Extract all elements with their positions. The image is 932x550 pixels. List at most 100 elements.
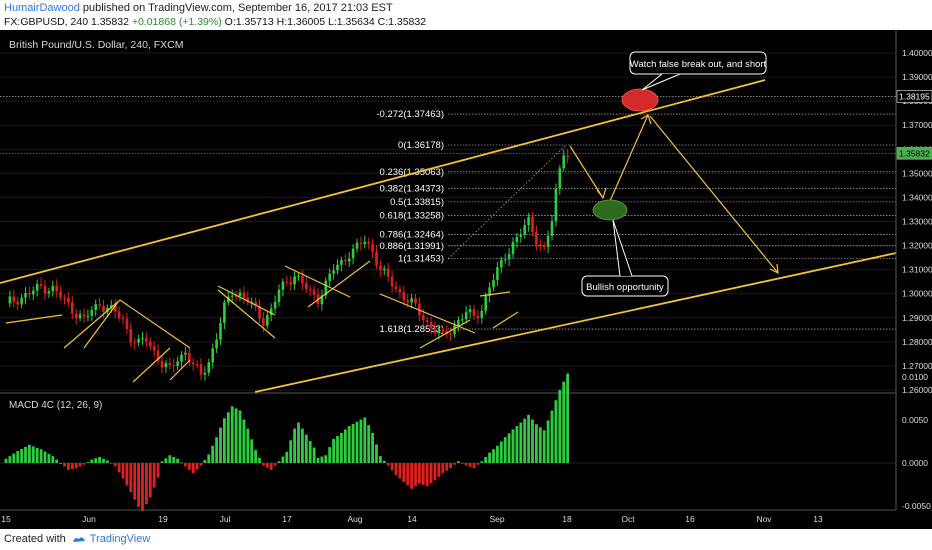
macd-bar bbox=[242, 419, 246, 463]
macd-bar bbox=[562, 381, 566, 463]
fib-level-label: 1(1.31453) bbox=[398, 254, 444, 265]
candle-body bbox=[24, 293, 27, 298]
candle-body bbox=[539, 244, 542, 246]
macd-bar bbox=[59, 463, 62, 464]
candle-body bbox=[566, 155, 569, 157]
candle-body bbox=[55, 285, 58, 292]
footer: Created with TradingView bbox=[0, 529, 932, 550]
ohlc-values: O:1.35713 H:1.36005 L:1.35634 C:1.35832 bbox=[221, 16, 427, 28]
candle-body bbox=[457, 319, 460, 326]
macd-bar bbox=[24, 446, 27, 463]
candle-body bbox=[16, 301, 19, 305]
macd-bar bbox=[480, 461, 484, 463]
projection-path bbox=[605, 114, 649, 211]
pattern-line bbox=[63, 299, 121, 349]
projection-path bbox=[569, 145, 604, 199]
arrow-head bbox=[640, 114, 652, 125]
price-tick-label: 1.28000 bbox=[902, 337, 932, 347]
candle-body bbox=[402, 292, 406, 301]
candle-body bbox=[519, 234, 523, 237]
macd-bar bbox=[476, 463, 480, 465]
candle-body bbox=[203, 372, 207, 375]
macd-bar bbox=[297, 422, 300, 463]
symbol-info: FX:GBPUSD, 240 1.35832 bbox=[4, 16, 132, 28]
macd-bar bbox=[258, 457, 261, 463]
candle-body bbox=[230, 295, 234, 297]
macd-bar bbox=[355, 421, 359, 463]
time-tick-label: Nov bbox=[756, 514, 772, 524]
time-tick-label: 13 bbox=[813, 514, 823, 524]
arrow-head bbox=[769, 263, 779, 275]
candle-body bbox=[71, 302, 74, 314]
macd-bar bbox=[94, 458, 98, 463]
time-tick-label: 14 bbox=[407, 514, 417, 524]
macd-bar bbox=[145, 463, 148, 505]
time-tick-label: 19 bbox=[158, 514, 168, 524]
macd-bar bbox=[406, 463, 410, 486]
tradingview-link[interactable]: TradingView bbox=[89, 533, 151, 545]
upper-channel-line bbox=[0, 79, 766, 284]
macd-bar bbox=[20, 448, 23, 463]
short-zone-ellipse bbox=[621, 88, 659, 112]
macd-tick-label: 0.0000 bbox=[902, 458, 928, 468]
chart-canvas[interactable]: -0.272(1.37463) 0(1.36178) 0.236(1.35063) 0… bbox=[0, 30, 932, 529]
price-tick-label: 1.31000 bbox=[902, 265, 932, 275]
created-with: Created with TradingView bbox=[4, 533, 150, 545]
price-tick-label: 1.30000 bbox=[902, 289, 932, 299]
time-tick-label: 15 bbox=[1, 514, 11, 524]
candle-body bbox=[359, 242, 363, 245]
macd-bar bbox=[558, 389, 562, 463]
buy-zone-ellipse bbox=[592, 199, 628, 221]
price-tick-label: 1.27000 bbox=[902, 361, 932, 371]
price-axes[interactable]: 1.400001.390001.380001.370001.360001.350… bbox=[0, 30, 932, 524]
macd-bar bbox=[246, 428, 250, 463]
macd-bar bbox=[148, 463, 152, 498]
annotations[interactable]: Watch false break out, and short Bullish … bbox=[581, 51, 767, 297]
candle-body bbox=[289, 282, 292, 285]
pattern-line bbox=[419, 319, 471, 349]
candle-body bbox=[184, 352, 187, 355]
callout-text-bullish: Bullish opportunity bbox=[586, 282, 664, 293]
macd-bar bbox=[449, 463, 452, 469]
macd-bar bbox=[332, 438, 335, 463]
candle-body bbox=[394, 286, 398, 289]
price-marker-label: 1.35832 bbox=[899, 148, 930, 158]
trend-drawings[interactable] bbox=[0, 79, 897, 393]
macd-bar bbox=[226, 412, 230, 463]
macd-bar bbox=[109, 463, 113, 464]
macd-bar bbox=[28, 444, 31, 463]
macd-bar bbox=[324, 455, 328, 463]
candle-body bbox=[375, 251, 378, 266]
macd-bar bbox=[496, 445, 499, 463]
fib-level-label: 0.618(1.33258) bbox=[380, 210, 444, 221]
macd-bar bbox=[82, 463, 86, 465]
macd-bar bbox=[234, 408, 238, 463]
price-tick-label: 1.33000 bbox=[902, 217, 932, 227]
author-link[interactable]: HumairDawood bbox=[4, 2, 80, 14]
candle-body bbox=[531, 216, 534, 233]
time-tick-label: Oct bbox=[621, 514, 635, 524]
price-marker-box bbox=[896, 90, 932, 103]
macd-bar bbox=[67, 463, 70, 470]
candle-body bbox=[464, 312, 468, 320]
candle-body bbox=[320, 295, 324, 305]
macd-bar bbox=[340, 432, 343, 463]
symbol-line: FX:GBPUSD, 240 1.35832 +0.01868 (+1.39%)… bbox=[4, 16, 426, 28]
candle-body bbox=[82, 314, 86, 317]
candle-body bbox=[550, 221, 554, 236]
candle-body bbox=[219, 322, 222, 340]
macd-bar bbox=[70, 463, 74, 470]
candle-body bbox=[211, 348, 214, 363]
macd-bar bbox=[63, 463, 66, 467]
candle-body bbox=[164, 363, 168, 368]
candle-body bbox=[113, 305, 117, 312]
price-tick-label: 1.32000 bbox=[902, 241, 932, 251]
publish-line: HumairDawood published on TradingView.co… bbox=[4, 2, 393, 14]
candle-body bbox=[152, 346, 156, 351]
macd-bar bbox=[379, 456, 382, 463]
macd-bar bbox=[499, 441, 503, 463]
fibonacci-retracement[interactable]: -0.272(1.37463) 0(1.36178) 0.236(1.35063) 0… bbox=[0, 96, 896, 335]
candle-body bbox=[484, 295, 487, 311]
candle-body bbox=[242, 292, 246, 298]
candle-body bbox=[305, 283, 308, 290]
